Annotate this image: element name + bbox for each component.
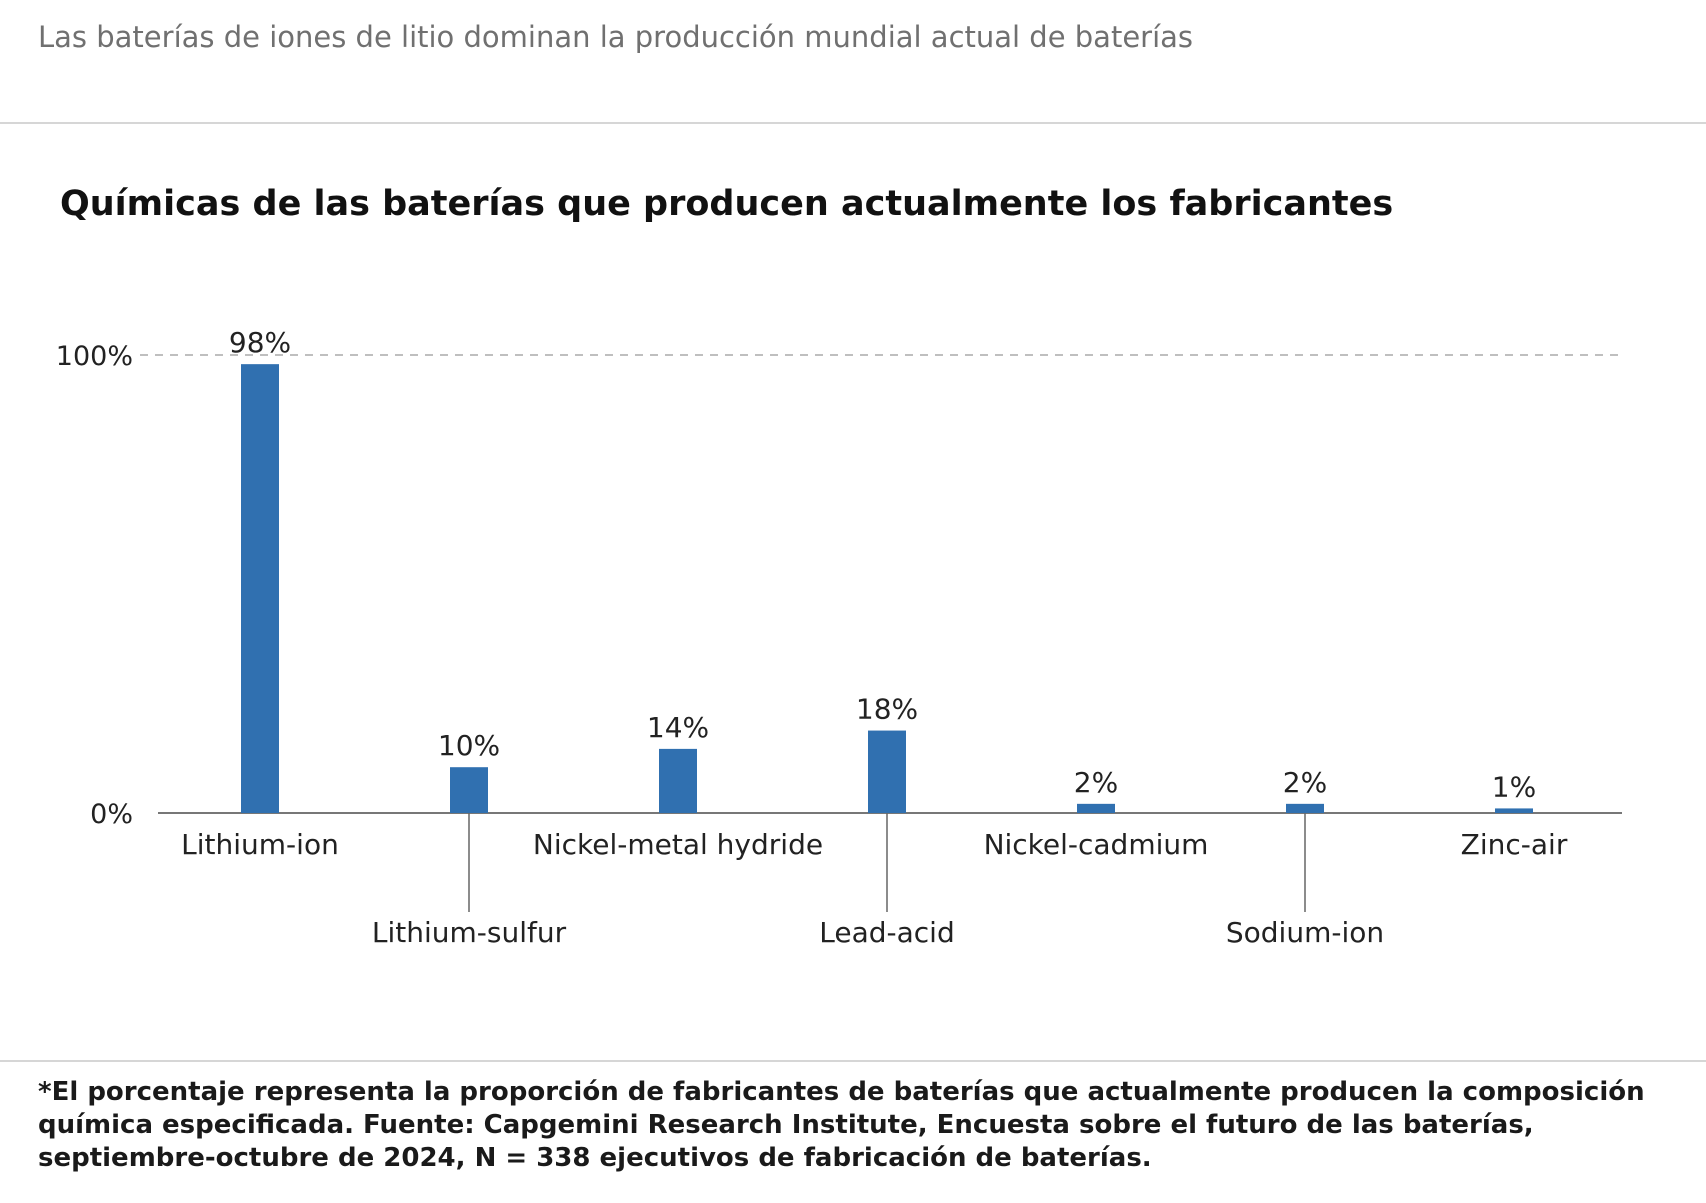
data-label-5: 2% — [1283, 766, 1327, 799]
category-label-6: Zinc-air — [1461, 828, 1568, 861]
bar-0 — [241, 364, 279, 813]
header-bar: Las baterías de iones de litio dominan l… — [0, 0, 1706, 124]
footnote: *El porcentaje representa la proporción … — [38, 1077, 1645, 1173]
y-tick-label-0: 0% — [90, 799, 133, 830]
category-label-5: Sodium-ion — [1226, 916, 1384, 949]
data-label-2: 14% — [647, 711, 709, 744]
data-label-3: 18% — [856, 693, 918, 726]
data-label-1: 10% — [438, 729, 500, 762]
category-label-2: Nickel-metal hydride — [533, 828, 823, 861]
bar-3 — [868, 730, 906, 813]
data-label-0: 98% — [229, 326, 291, 359]
bar-6 — [1495, 808, 1533, 813]
data-label-6: 1% — [1492, 770, 1536, 803]
bar-chart: 0% 100% 98% Lithium-ion 10% Lithium-sulfur 14%… — [56, 326, 1622, 949]
footer: *El porcentaje representa la proporción … — [0, 1060, 1706, 1203]
bar-2 — [659, 748, 697, 813]
bar-5 — [1286, 803, 1324, 813]
y-tick-label-100: 100% — [56, 341, 133, 372]
category-label-4: Nickel-cadmium — [984, 828, 1209, 861]
category-label-0: Lithium-ion — [181, 828, 339, 861]
bar-1 — [450, 767, 488, 813]
category-label-3: Lead-acid — [819, 916, 954, 949]
data-label-4: 2% — [1074, 766, 1118, 799]
bar-4 — [1077, 803, 1115, 813]
chart-title: Químicas de las baterías que producen ac… — [60, 184, 1394, 224]
header-text: Las baterías de iones de litio dominan l… — [38, 20, 1194, 54]
category-label-1: Lithium-sulfur — [372, 916, 567, 949]
